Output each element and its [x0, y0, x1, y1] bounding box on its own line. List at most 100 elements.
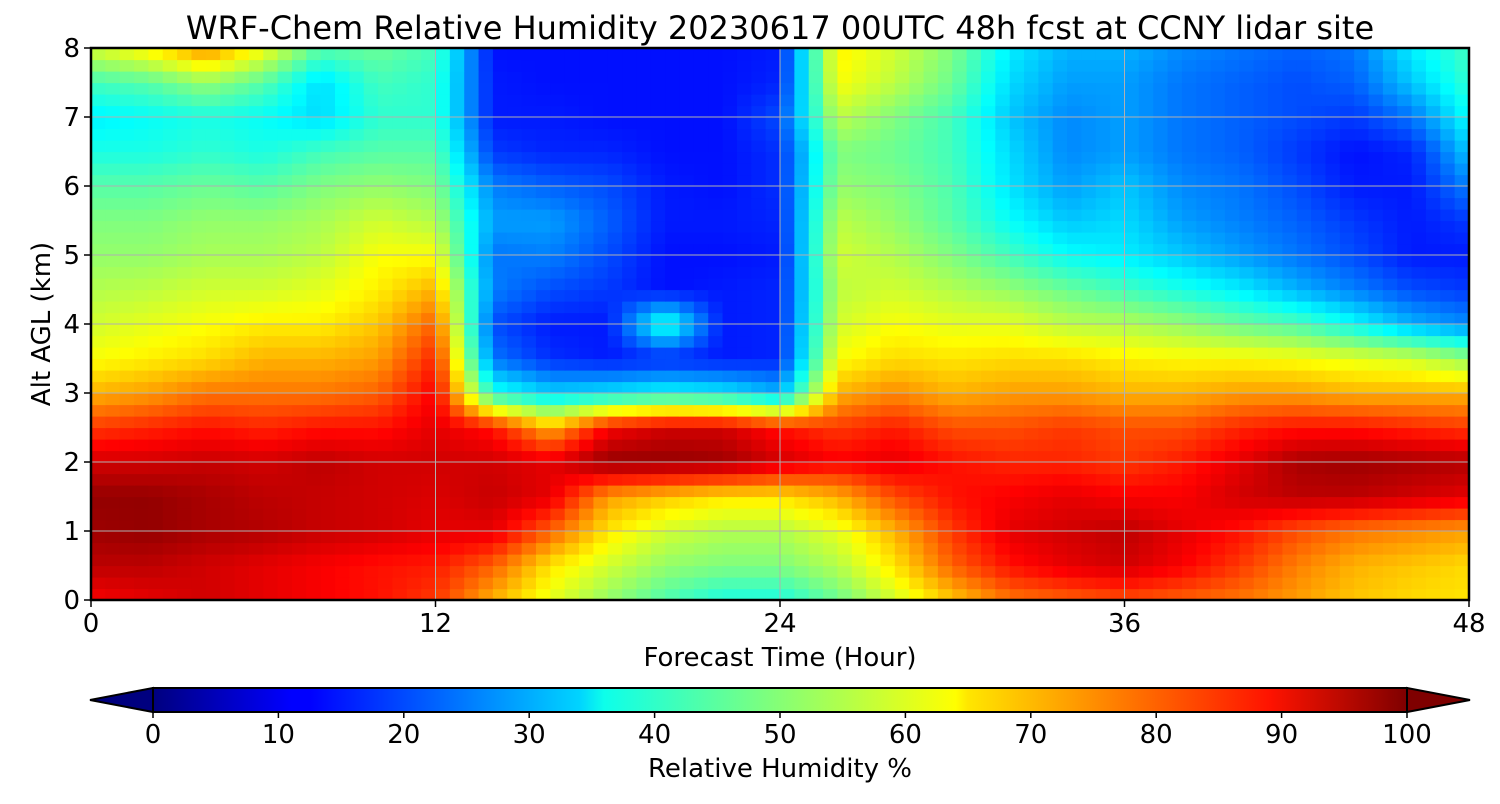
heat-cell: [808, 427, 824, 440]
heat-cell: [679, 71, 695, 84]
heat-cell: [1224, 94, 1240, 107]
heat-cell: [794, 404, 810, 417]
heat-cell: [421, 105, 437, 118]
heat-cell: [134, 220, 150, 233]
heat-cell: [105, 174, 121, 187]
heat-cell: [1268, 209, 1283, 222]
heat-cell: [105, 209, 121, 222]
heat-cell: [535, 577, 551, 590]
heat-cell: [550, 588, 566, 600]
heat-cell: [736, 393, 752, 406]
heat-cell: [607, 531, 623, 544]
heat-cell: [1368, 335, 1384, 348]
heat-cell: [507, 82, 523, 95]
heat-cell: [291, 554, 307, 567]
heat-cell: [665, 163, 681, 176]
heat-cell: [105, 416, 121, 429]
heat-cell: [880, 59, 896, 72]
heat-cell: [708, 381, 724, 394]
colorbar-label: Relative Humidity %: [648, 754, 912, 784]
heat-cell: [378, 485, 394, 498]
heat-cell: [1325, 393, 1341, 406]
heat-cell: [492, 393, 508, 406]
heat-cell: [134, 404, 150, 417]
heat-cell: [923, 554, 939, 567]
heat-cell: [363, 94, 379, 107]
heat-cell: [736, 519, 752, 532]
heat-cell: [593, 105, 609, 118]
heat-cell: [1052, 140, 1068, 153]
heat-cell: [148, 485, 164, 498]
heat-cell: [665, 209, 681, 222]
heat-cell: [1339, 335, 1355, 348]
heat-cell: [306, 588, 322, 600]
heat-cell: [980, 381, 996, 394]
heat-cell: [119, 94, 135, 107]
heat-cell: [478, 393, 494, 406]
heat-cell: [119, 186, 135, 199]
heat-cell: [708, 577, 724, 590]
heat-cell: [665, 565, 681, 578]
heat-cell: [1368, 105, 1384, 118]
heat-cell: [1454, 301, 1469, 314]
heat-cell: [248, 301, 264, 314]
heat-cell: [579, 542, 594, 555]
heat-cell: [291, 209, 307, 222]
heat-cell: [291, 243, 307, 256]
heat-cell: [119, 140, 135, 153]
heat-cell: [866, 82, 882, 95]
heat-cell: [148, 416, 164, 429]
heat-cell: [851, 542, 867, 555]
heat-cell: [1110, 531, 1126, 544]
heat-cell: [205, 496, 221, 509]
heat-cell: [277, 462, 293, 475]
heat-cell: [248, 255, 264, 268]
heat-cell: [1181, 381, 1197, 394]
heat-cell: [507, 312, 523, 325]
heat-cell: [148, 565, 164, 578]
heat-cell: [177, 140, 193, 153]
heat-cell: [1382, 485, 1398, 498]
heat-cell: [134, 174, 150, 187]
heat-cell: [622, 232, 638, 245]
heat-cell: [335, 163, 350, 176]
heat-cell: [808, 48, 824, 61]
heat-cell: [1081, 450, 1097, 463]
heat-cell: [952, 519, 968, 532]
heat-cell: [751, 151, 767, 164]
heat-cell: [1052, 163, 1068, 176]
heat-cell: [1210, 439, 1226, 452]
heat-cell: [564, 565, 580, 578]
heat-cell: [91, 439, 106, 452]
heat-cell: [406, 197, 422, 210]
heat-cell: [909, 266, 925, 279]
heat-cell: [148, 174, 164, 187]
heat-cell: [1382, 370, 1398, 383]
heat-cell: [780, 335, 795, 348]
heat-cell: [593, 335, 609, 348]
heat-cell: [1181, 209, 1197, 222]
heat-cell: [607, 48, 623, 61]
heat-cell: [1167, 554, 1183, 567]
heat-cell: [205, 485, 221, 498]
heat-cell: [435, 232, 451, 245]
heat-cell: [349, 496, 365, 509]
heat-cell: [751, 117, 767, 130]
heat-cell: [1081, 232, 1097, 245]
heat-cell: [320, 140, 336, 153]
heat-cell: [449, 243, 465, 256]
heat-cell: [1110, 542, 1126, 555]
heat-cell: [736, 301, 752, 314]
heat-cell: [306, 531, 322, 544]
heat-cell: [449, 473, 465, 486]
heat-cell: [378, 312, 394, 325]
heat-cell: [363, 473, 379, 486]
heat-cell: [392, 554, 408, 567]
heat-cell: [708, 370, 724, 383]
heat-cell: [693, 542, 709, 555]
heat-cell: [162, 117, 178, 130]
heat-cell: [335, 519, 350, 532]
heat-cell: [535, 347, 551, 360]
heat-cell: [995, 186, 1011, 199]
heat-cell: [1282, 301, 1298, 314]
